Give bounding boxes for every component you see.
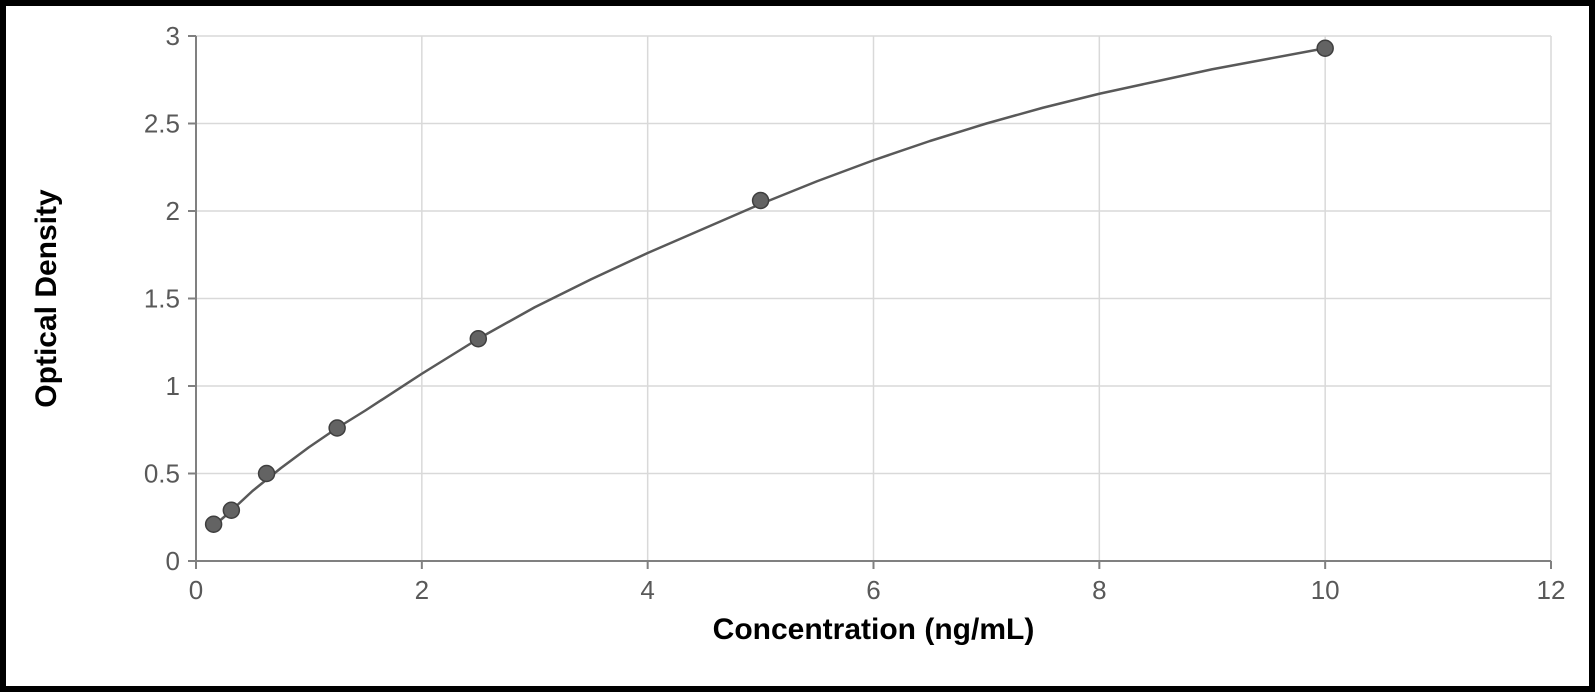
- data-point: [206, 516, 222, 532]
- data-point: [1317, 40, 1333, 56]
- data-point: [259, 466, 275, 482]
- data-point: [223, 502, 239, 518]
- y-tick-label: 3: [166, 21, 180, 51]
- data-point: [753, 193, 769, 209]
- standard-curve-chart: 0 2 4 6 8 10 12 0 0.5 1 1.5 2 2.5 3 Concentration (ng/…: [6, 6, 1589, 686]
- y-tick-label: 0.5: [144, 459, 180, 489]
- x-tick-label: 10: [1311, 575, 1340, 605]
- y-tick-label: 1: [166, 371, 180, 401]
- x-tick-label: 0: [189, 575, 203, 605]
- y-axis-label: Optical Density: [30, 189, 63, 408]
- x-tick-label: 2: [415, 575, 429, 605]
- x-tick-label: 4: [640, 575, 654, 605]
- x-axis-label: Concentration (ng/mL): [713, 613, 1035, 646]
- y-tick-label: 2.5: [144, 109, 180, 139]
- x-tick-label: 6: [866, 575, 880, 605]
- y-tick-label: 1.5: [144, 284, 180, 314]
- x-tick-label: 12: [1537, 575, 1566, 605]
- x-tick-label: 8: [1092, 575, 1106, 605]
- data-point: [329, 420, 345, 436]
- plot-background: [6, 6, 1589, 686]
- y-tick-label: 0: [166, 546, 180, 576]
- data-point: [470, 331, 486, 347]
- y-tick-label: 2: [166, 196, 180, 226]
- chart-frame: 0 2 4 6 8 10 12 0 0.5 1 1.5 2 2.5 3 Concentration (ng/…: [0, 0, 1595, 692]
